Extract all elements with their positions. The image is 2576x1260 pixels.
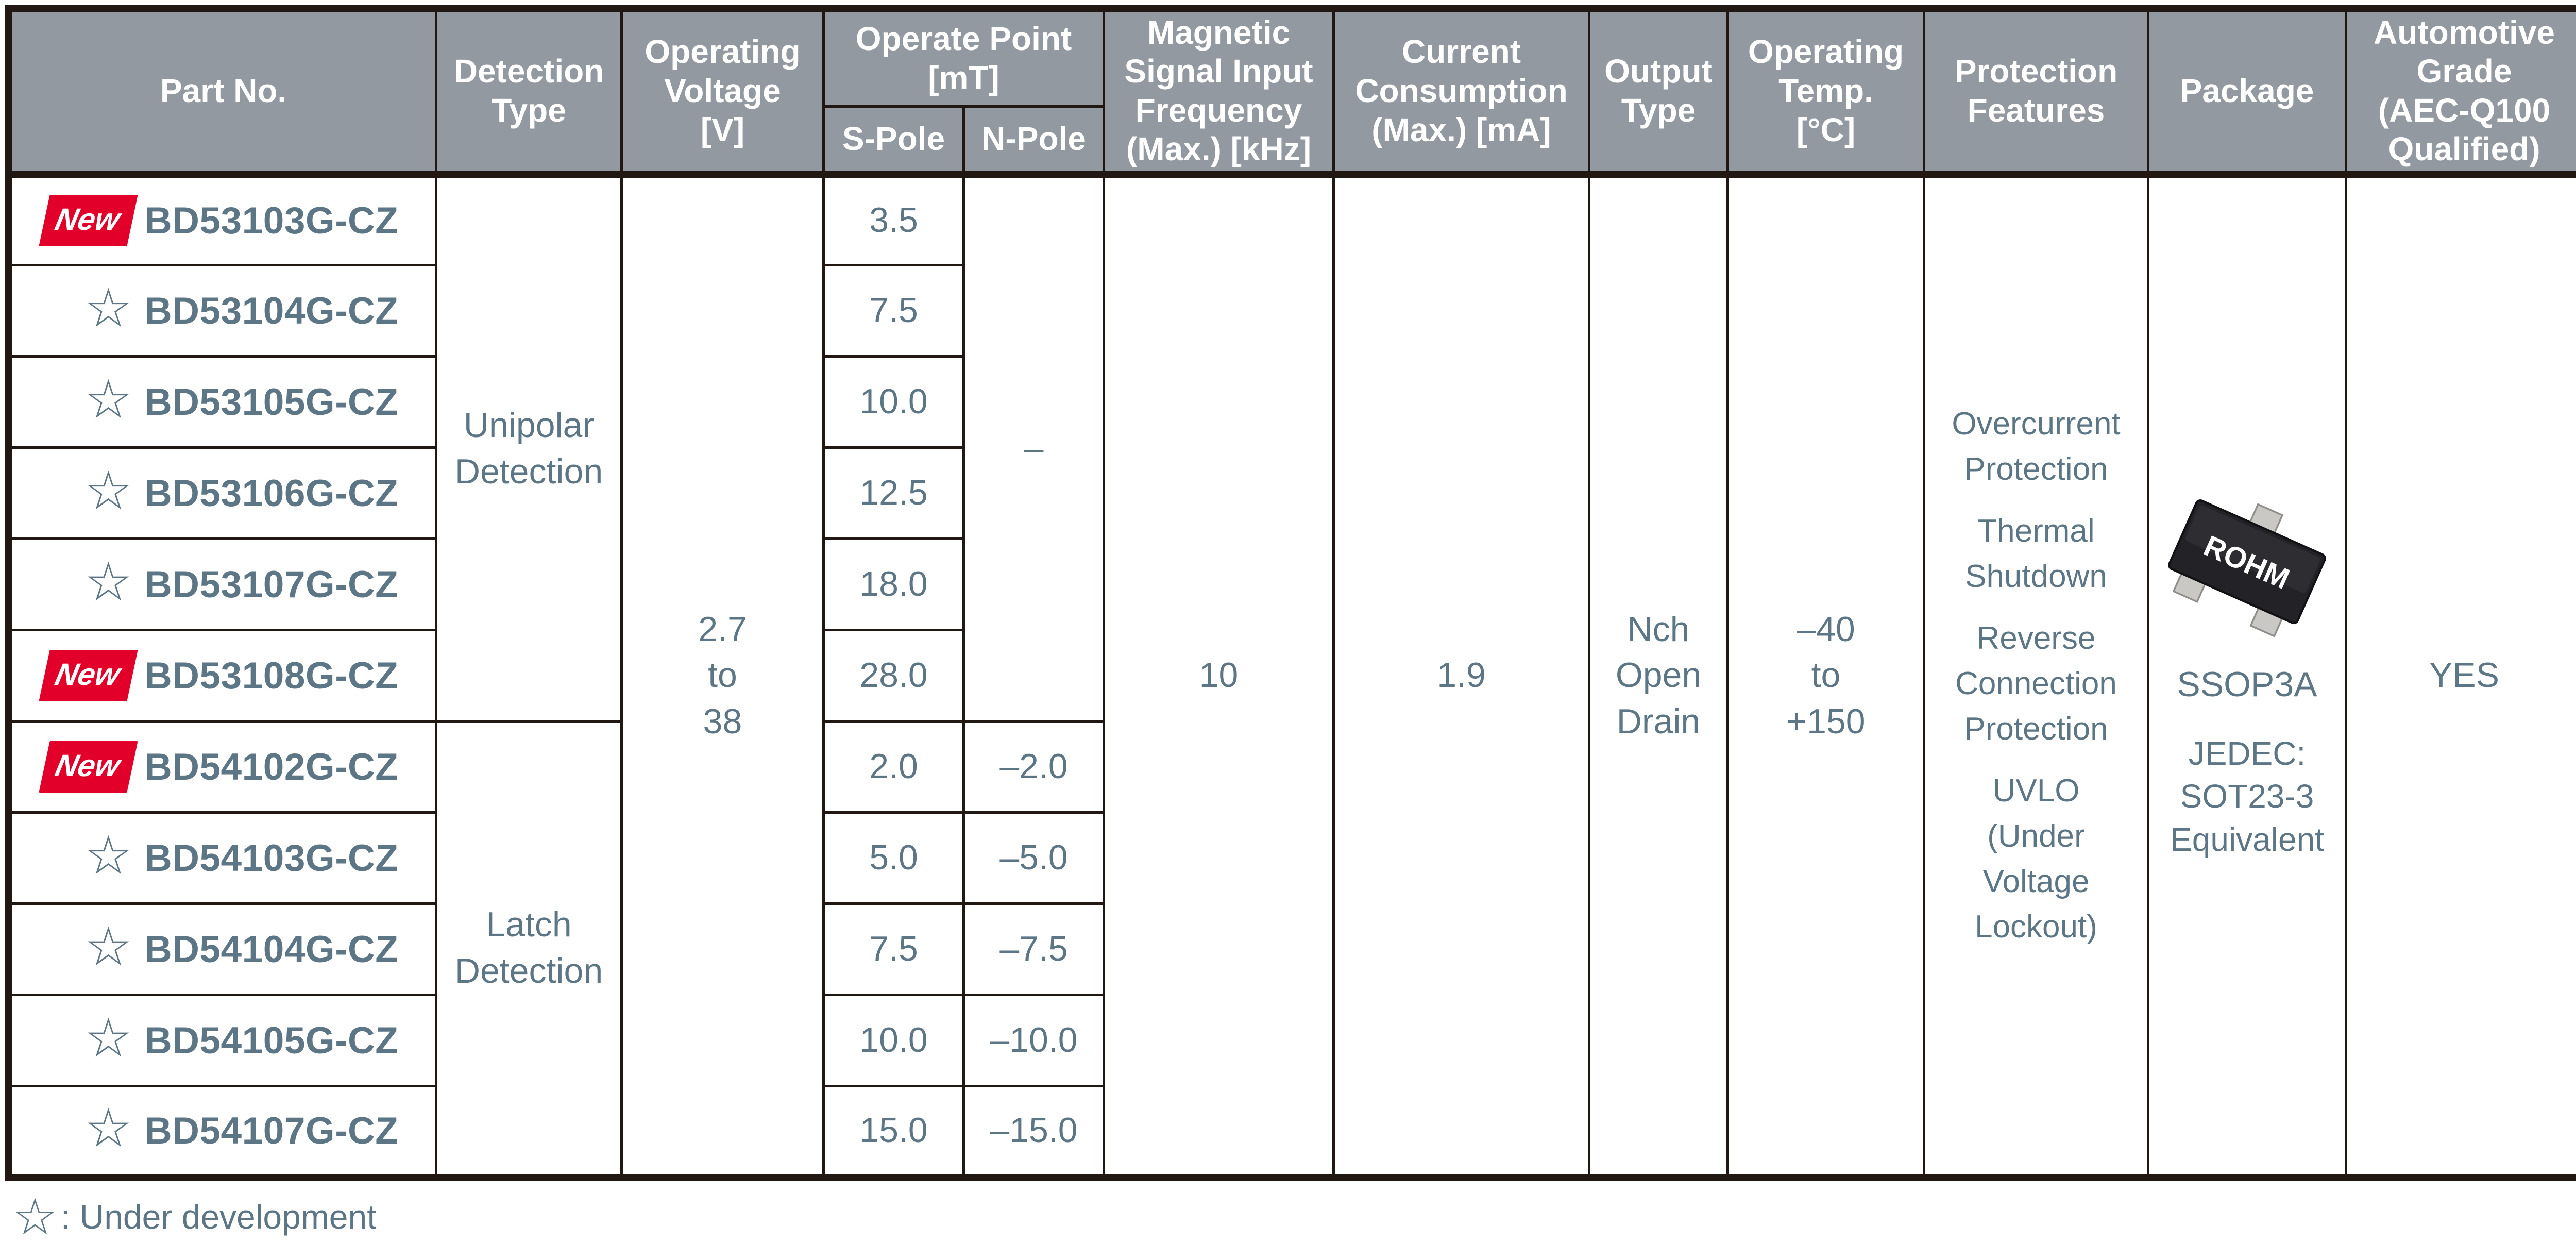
output-type-cell: Nch Open Drain — [1588, 173, 1729, 1179]
detection-type-cell: Latch Detection — [435, 720, 623, 1179]
star-icon: ☆ — [84, 1009, 132, 1068]
part-no: BD53107G-CZ — [145, 563, 399, 606]
table-header: Part No. Detection Type Operating Voltag… — [7, 7, 2576, 178]
col-header-n-pole: N-Pole — [962, 105, 1105, 178]
star-icon: ☆ — [84, 917, 132, 977]
product-spec-table: Part No. Detection Type Operating Voltag… — [5, 5, 2576, 1181]
star-icon: ☆ — [12, 1188, 58, 1245]
protection-features-cell: Overcurrent Protection Thermal Shutdown … — [1923, 173, 2149, 1179]
s-pole-cell: 18.0 — [822, 537, 965, 631]
table-row: ☆ BD54104G-CZ 7.5 –7.5 — [7, 902, 2576, 996]
new-badge-icon: New — [38, 650, 138, 701]
n-pole-cell: – — [962, 173, 1105, 723]
col-header-part-no: Part No. — [7, 7, 437, 178]
star-icon: ☆ — [84, 370, 132, 430]
star-icon: ☆ — [84, 279, 132, 339]
s-pole-cell: 7.5 — [822, 264, 965, 358]
protection-feature: Thermal Shutdown — [1965, 513, 2107, 595]
automotive-grade-cell: YES — [2345, 173, 2576, 1179]
part-no-cell: ☆ BD54105G-CZ — [7, 994, 437, 1087]
part-no-cell: ☆ BD54107G-CZ — [7, 1085, 437, 1179]
col-header-current-consumption: Current Consumption (Max.) [mA] — [1332, 7, 1590, 178]
part-no: BD53105G-CZ — [145, 381, 399, 423]
operating-voltage-cell: 2.7 to 38 — [620, 173, 825, 1179]
col-header-magnetic-frequency: Magnetic Signal Input Frequency (Max.) [… — [1103, 7, 1335, 178]
part-no-cell: New BD53108G-CZ — [7, 629, 437, 723]
s-pole-cell: 7.5 — [822, 902, 965, 996]
col-header-operating-voltage: Operating Voltage [V] — [620, 7, 825, 178]
table-row: New BD54102G-CZ Latch Detection 2.0 –2.0 — [7, 720, 2576, 1179]
table-row: New BD53108G-CZ 28.0 — [7, 629, 2576, 723]
col-header-detection-type: Detection Type — [435, 7, 623, 178]
s-pole-cell: 15.0 — [822, 1085, 965, 1179]
star-icon: ☆ — [84, 826, 132, 886]
package-cell: ROHM SSOP3A JEDEC: SOT23-3 Equivalent — [2147, 173, 2347, 1179]
s-pole-cell: 5.0 — [822, 811, 965, 905]
n-pole-cell: –15.0 — [962, 1085, 1105, 1179]
col-header-s-pole: S-Pole — [822, 105, 965, 178]
part-no-cell: ☆ BD54103G-CZ — [7, 811, 437, 905]
current-consumption-cell: 1.9 — [1332, 173, 1590, 1179]
table-row: ☆ BD54105G-CZ 10.0 –10.0 — [7, 994, 2576, 1087]
part-no-cell: ☆ BD53104G-CZ — [7, 264, 437, 358]
table-row: ☆ BD54107G-CZ 15.0 –15.0 — [7, 1085, 2576, 1179]
table-row: ☆ BD53107G-CZ 18.0 — [7, 537, 2576, 631]
part-no: BD54102G-CZ — [145, 746, 399, 788]
part-no: BD54105G-CZ — [145, 1019, 399, 1062]
magnetic-frequency-cell: 10 — [1103, 173, 1335, 1179]
s-pole-cell: 28.0 — [822, 629, 965, 723]
part-no-cell: New BD54102G-CZ — [7, 720, 437, 814]
detection-type-cell: Unipolar Detection — [435, 173, 623, 723]
s-pole-cell: 2.0 — [822, 720, 965, 814]
protection-feature: Reverse Connection Protection — [1955, 620, 2117, 747]
table-row: ☆ BD53104G-CZ 7.5 — [7, 264, 2576, 358]
star-icon: ☆ — [84, 552, 132, 612]
part-no-cell: ☆ BD54104G-CZ — [7, 902, 437, 996]
table-row: New BD53103G-CZ Unipolar Detection 2.7 t… — [7, 173, 2576, 1179]
part-no: BD53104G-CZ — [145, 290, 399, 332]
part-no: BD54107G-CZ — [145, 1110, 399, 1152]
n-pole-cell: –10.0 — [962, 994, 1105, 1087]
part-no-cell: New BD53103G-CZ — [7, 173, 437, 266]
col-header-protection-features: Protection Features — [1923, 7, 2149, 178]
operating-temp-cell: –40 to +150 — [1726, 173, 1925, 1179]
protection-feature: UVLO (Under Voltage Lockout) — [1975, 773, 2097, 945]
n-pole-cell: –5.0 — [962, 811, 1105, 905]
part-no: BD54104G-CZ — [145, 928, 399, 970]
s-pole-cell: 12.5 — [822, 446, 965, 540]
star-icon: ☆ — [84, 461, 132, 521]
n-pole-cell: –7.5 — [962, 902, 1105, 996]
s-pole-cell: 10.0 — [822, 994, 965, 1087]
col-header-automotive-grade: Automotive Grade (AEC-Q100 Qualified) — [2345, 7, 2576, 178]
footnote-text: : Under development — [60, 1198, 377, 1236]
part-no: BD53106G-CZ — [145, 472, 399, 514]
table-body: New BD53103G-CZ Unipolar Detection 2.7 t… — [7, 173, 2576, 1179]
new-badge-icon: New — [38, 741, 138, 793]
table-row: ☆ BD53106G-CZ 12.5 — [7, 446, 2576, 540]
package-photo: ROHM — [2168, 499, 2326, 637]
col-header-operate-point: Operate Point [mT] — [822, 7, 1105, 108]
footnote-under-development: ☆ : Under development — [12, 1191, 377, 1242]
package-jedec: JEDEC: SOT23-3 Equivalent — [2170, 735, 2324, 858]
part-no: BD54103G-CZ — [145, 837, 399, 879]
col-header-package: Package — [2147, 7, 2347, 178]
col-header-output-type: Output Type — [1588, 7, 1729, 178]
star-icon: ☆ — [84, 1099, 132, 1158]
table-row: ☆ BD54103G-CZ 5.0 –5.0 — [7, 811, 2576, 905]
n-pole-cell: –2.0 — [962, 720, 1105, 814]
part-no-cell: ☆ BD53107G-CZ — [7, 537, 437, 631]
part-no-cell: ☆ BD53105G-CZ — [7, 355, 437, 449]
new-badge-icon: New — [38, 195, 138, 247]
protection-feature: Overcurrent Protection — [1952, 406, 2121, 488]
part-no: BD53103G-CZ — [145, 199, 399, 242]
s-pole-cell: 10.0 — [822, 355, 965, 449]
package-name: SSOP3A — [2177, 664, 2317, 704]
part-no: BD53108G-CZ — [145, 654, 399, 697]
s-pole-cell: 3.5 — [822, 173, 965, 266]
col-header-operating-temp: Operating Temp. [°C] — [1726, 7, 1925, 178]
part-no-cell: ☆ BD53106G-CZ — [7, 446, 437, 540]
part-no-line: New BD53103G-CZ — [24, 195, 434, 247]
table-row: ☆ BD53105G-CZ 10.0 — [7, 355, 2576, 449]
